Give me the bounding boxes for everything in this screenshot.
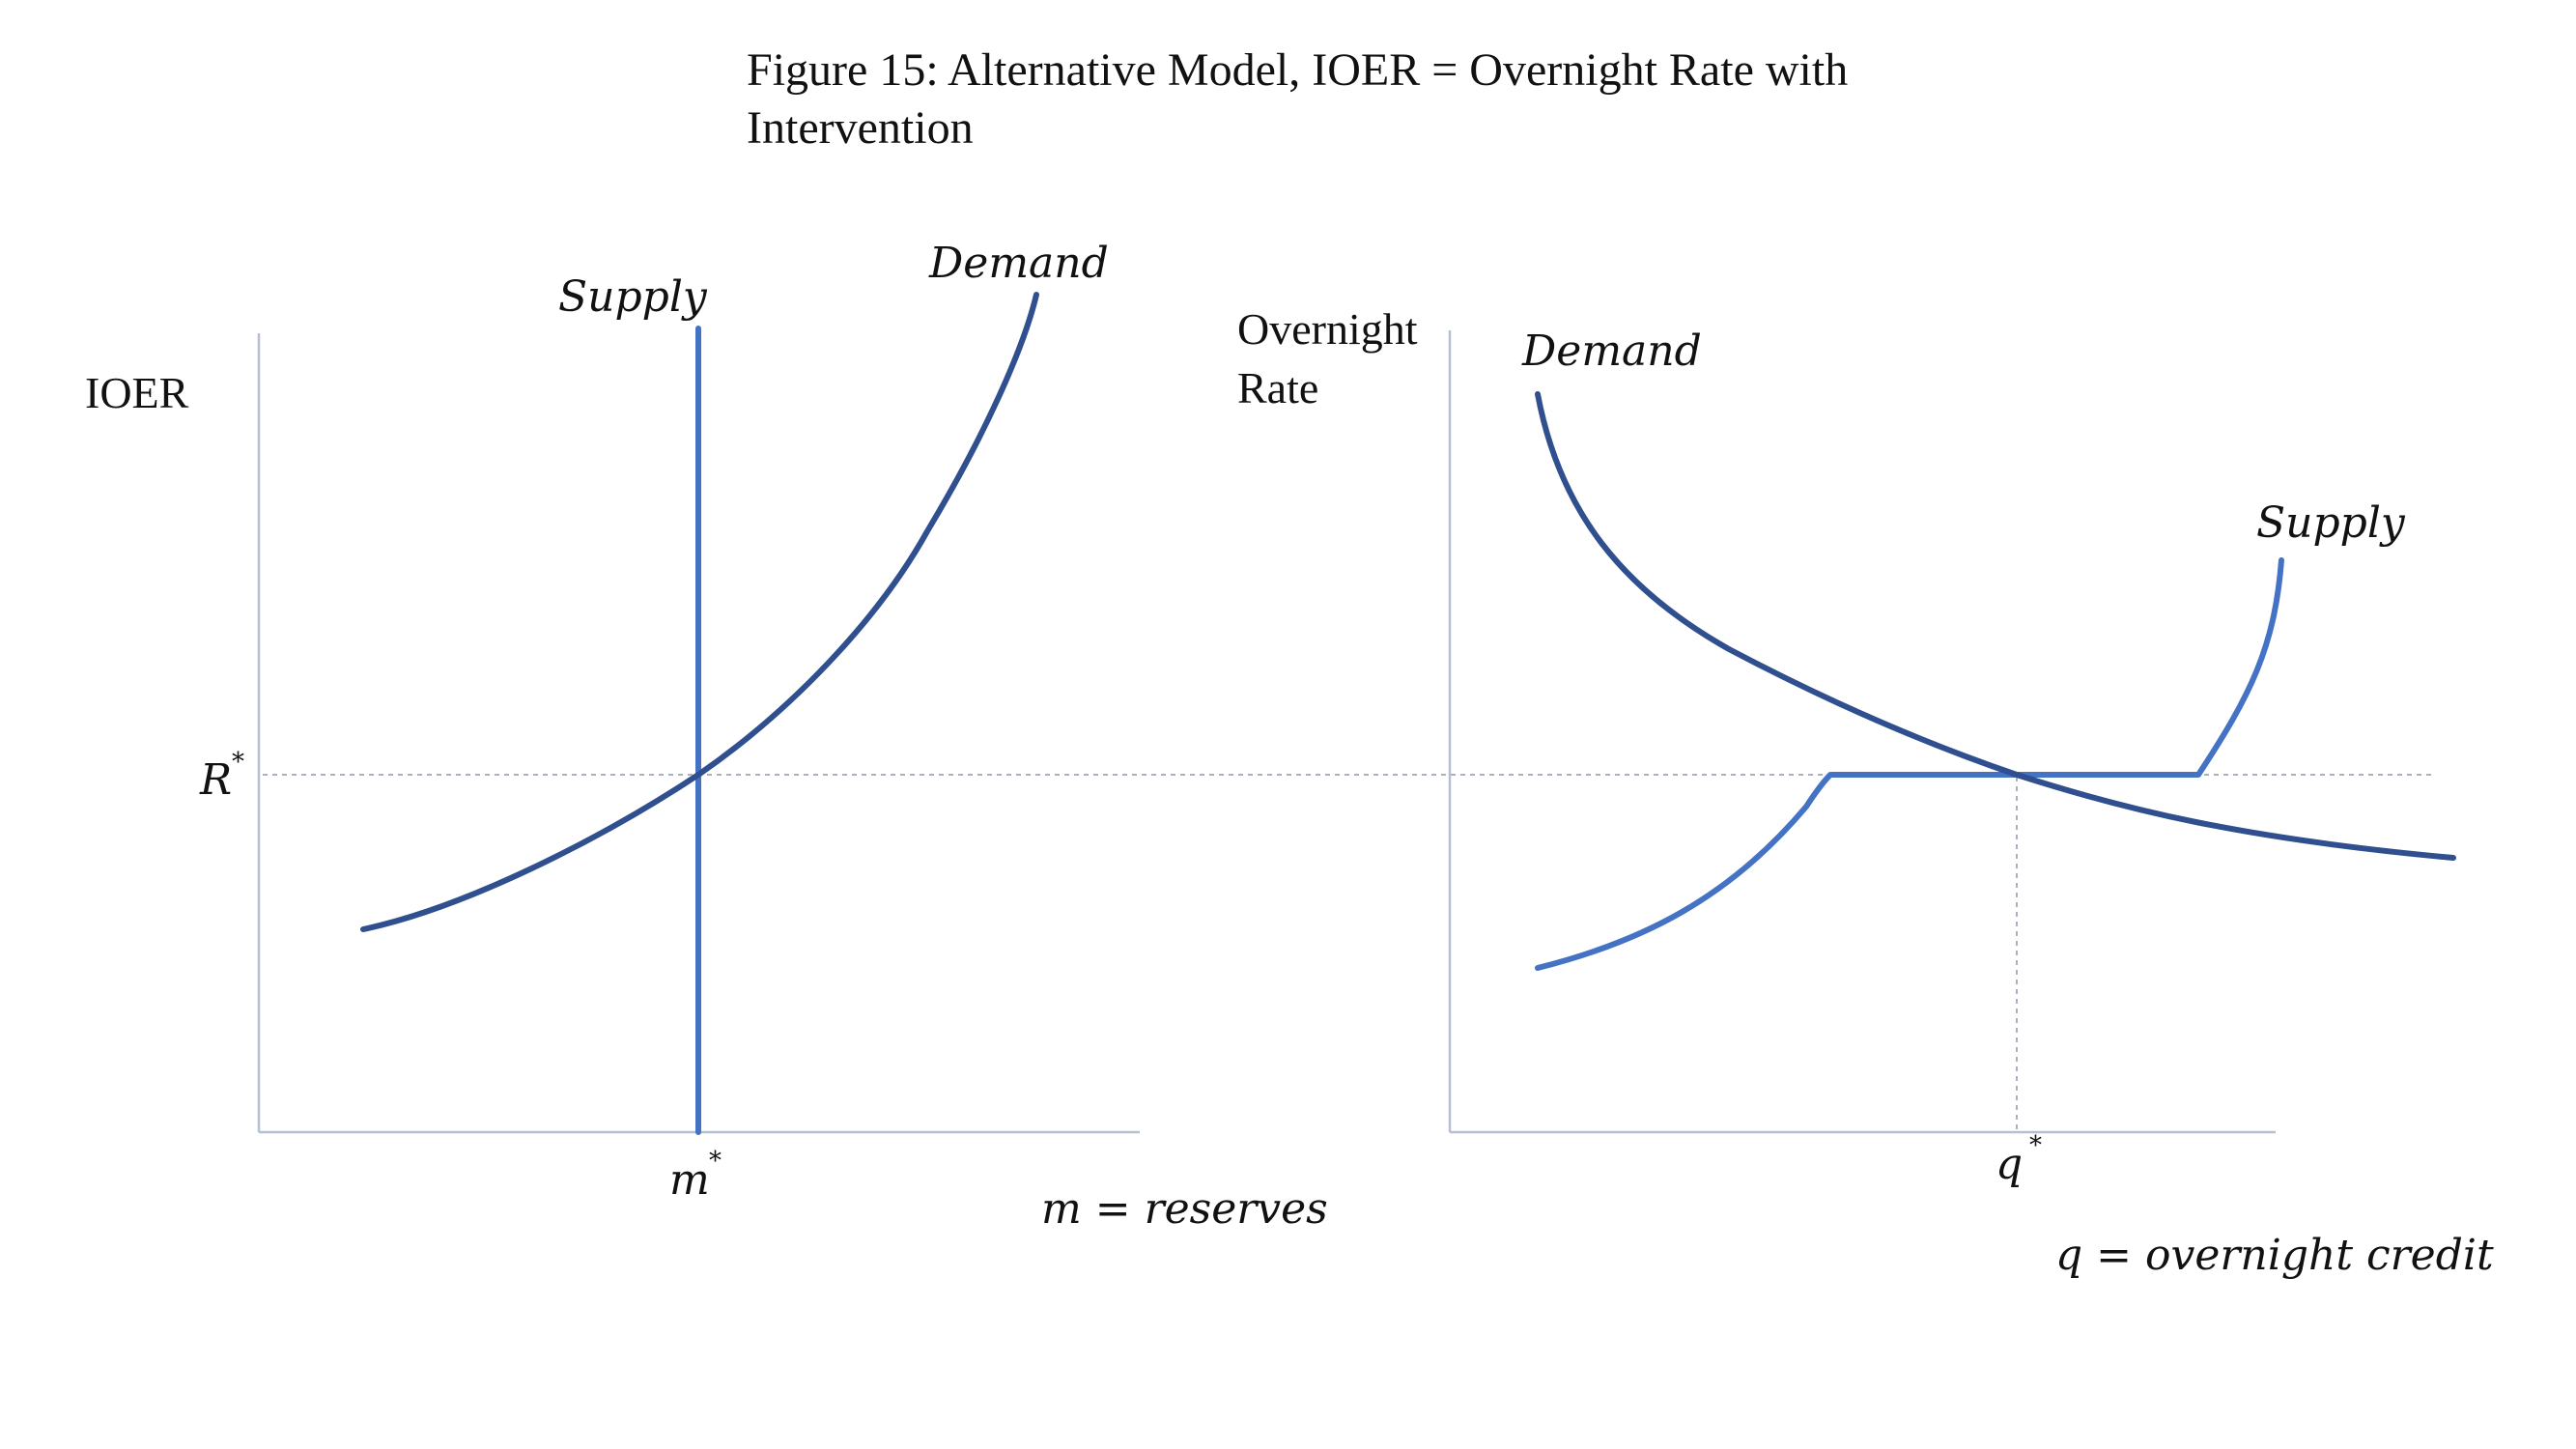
figure-title-line-2: Intervention	[747, 102, 974, 154]
left-demand-label: Demand	[928, 239, 1109, 288]
right-x-axis-label: q = overnight credit	[2055, 1231, 2494, 1280]
left-y-axis-label: IOER	[85, 368, 189, 417]
left-supply-label: Supply	[558, 272, 708, 322]
equilibrium-credit-label: q	[1996, 1140, 2023, 1189]
left-x-axis-label: m = reserves	[1041, 1184, 1328, 1234]
right-panel: Overnight Rate Demand Supply q * q = ove…	[1237, 304, 2494, 1280]
right-supply-curve	[1535, 557, 2284, 971]
equilibrium-credit-superscript: *	[2029, 1131, 2042, 1160]
equilibrium-rate-label: R	[199, 755, 232, 805]
right-y-axis-label-line-2: Rate	[1237, 363, 1318, 412]
equilibrium-reserves-label: m	[669, 1155, 710, 1205]
right-demand-curve	[1535, 391, 2456, 861]
right-demand-label: Demand	[1521, 327, 1702, 376]
figure-title-line-1: Figure 15: Alternative Model, IOER = Ove…	[747, 44, 1848, 96]
left-panel: IOER Supply Demand R * m * m = reserves	[85, 239, 2434, 1234]
left-demand-curve	[360, 292, 1039, 932]
right-y-axis-label-line-1: Overnight	[1237, 304, 1418, 354]
right-supply-label: Supply	[2256, 498, 2406, 548]
equilibrium-rate-superscript: *	[232, 748, 244, 777]
equilibrium-reserves-superscript: *	[709, 1147, 722, 1176]
